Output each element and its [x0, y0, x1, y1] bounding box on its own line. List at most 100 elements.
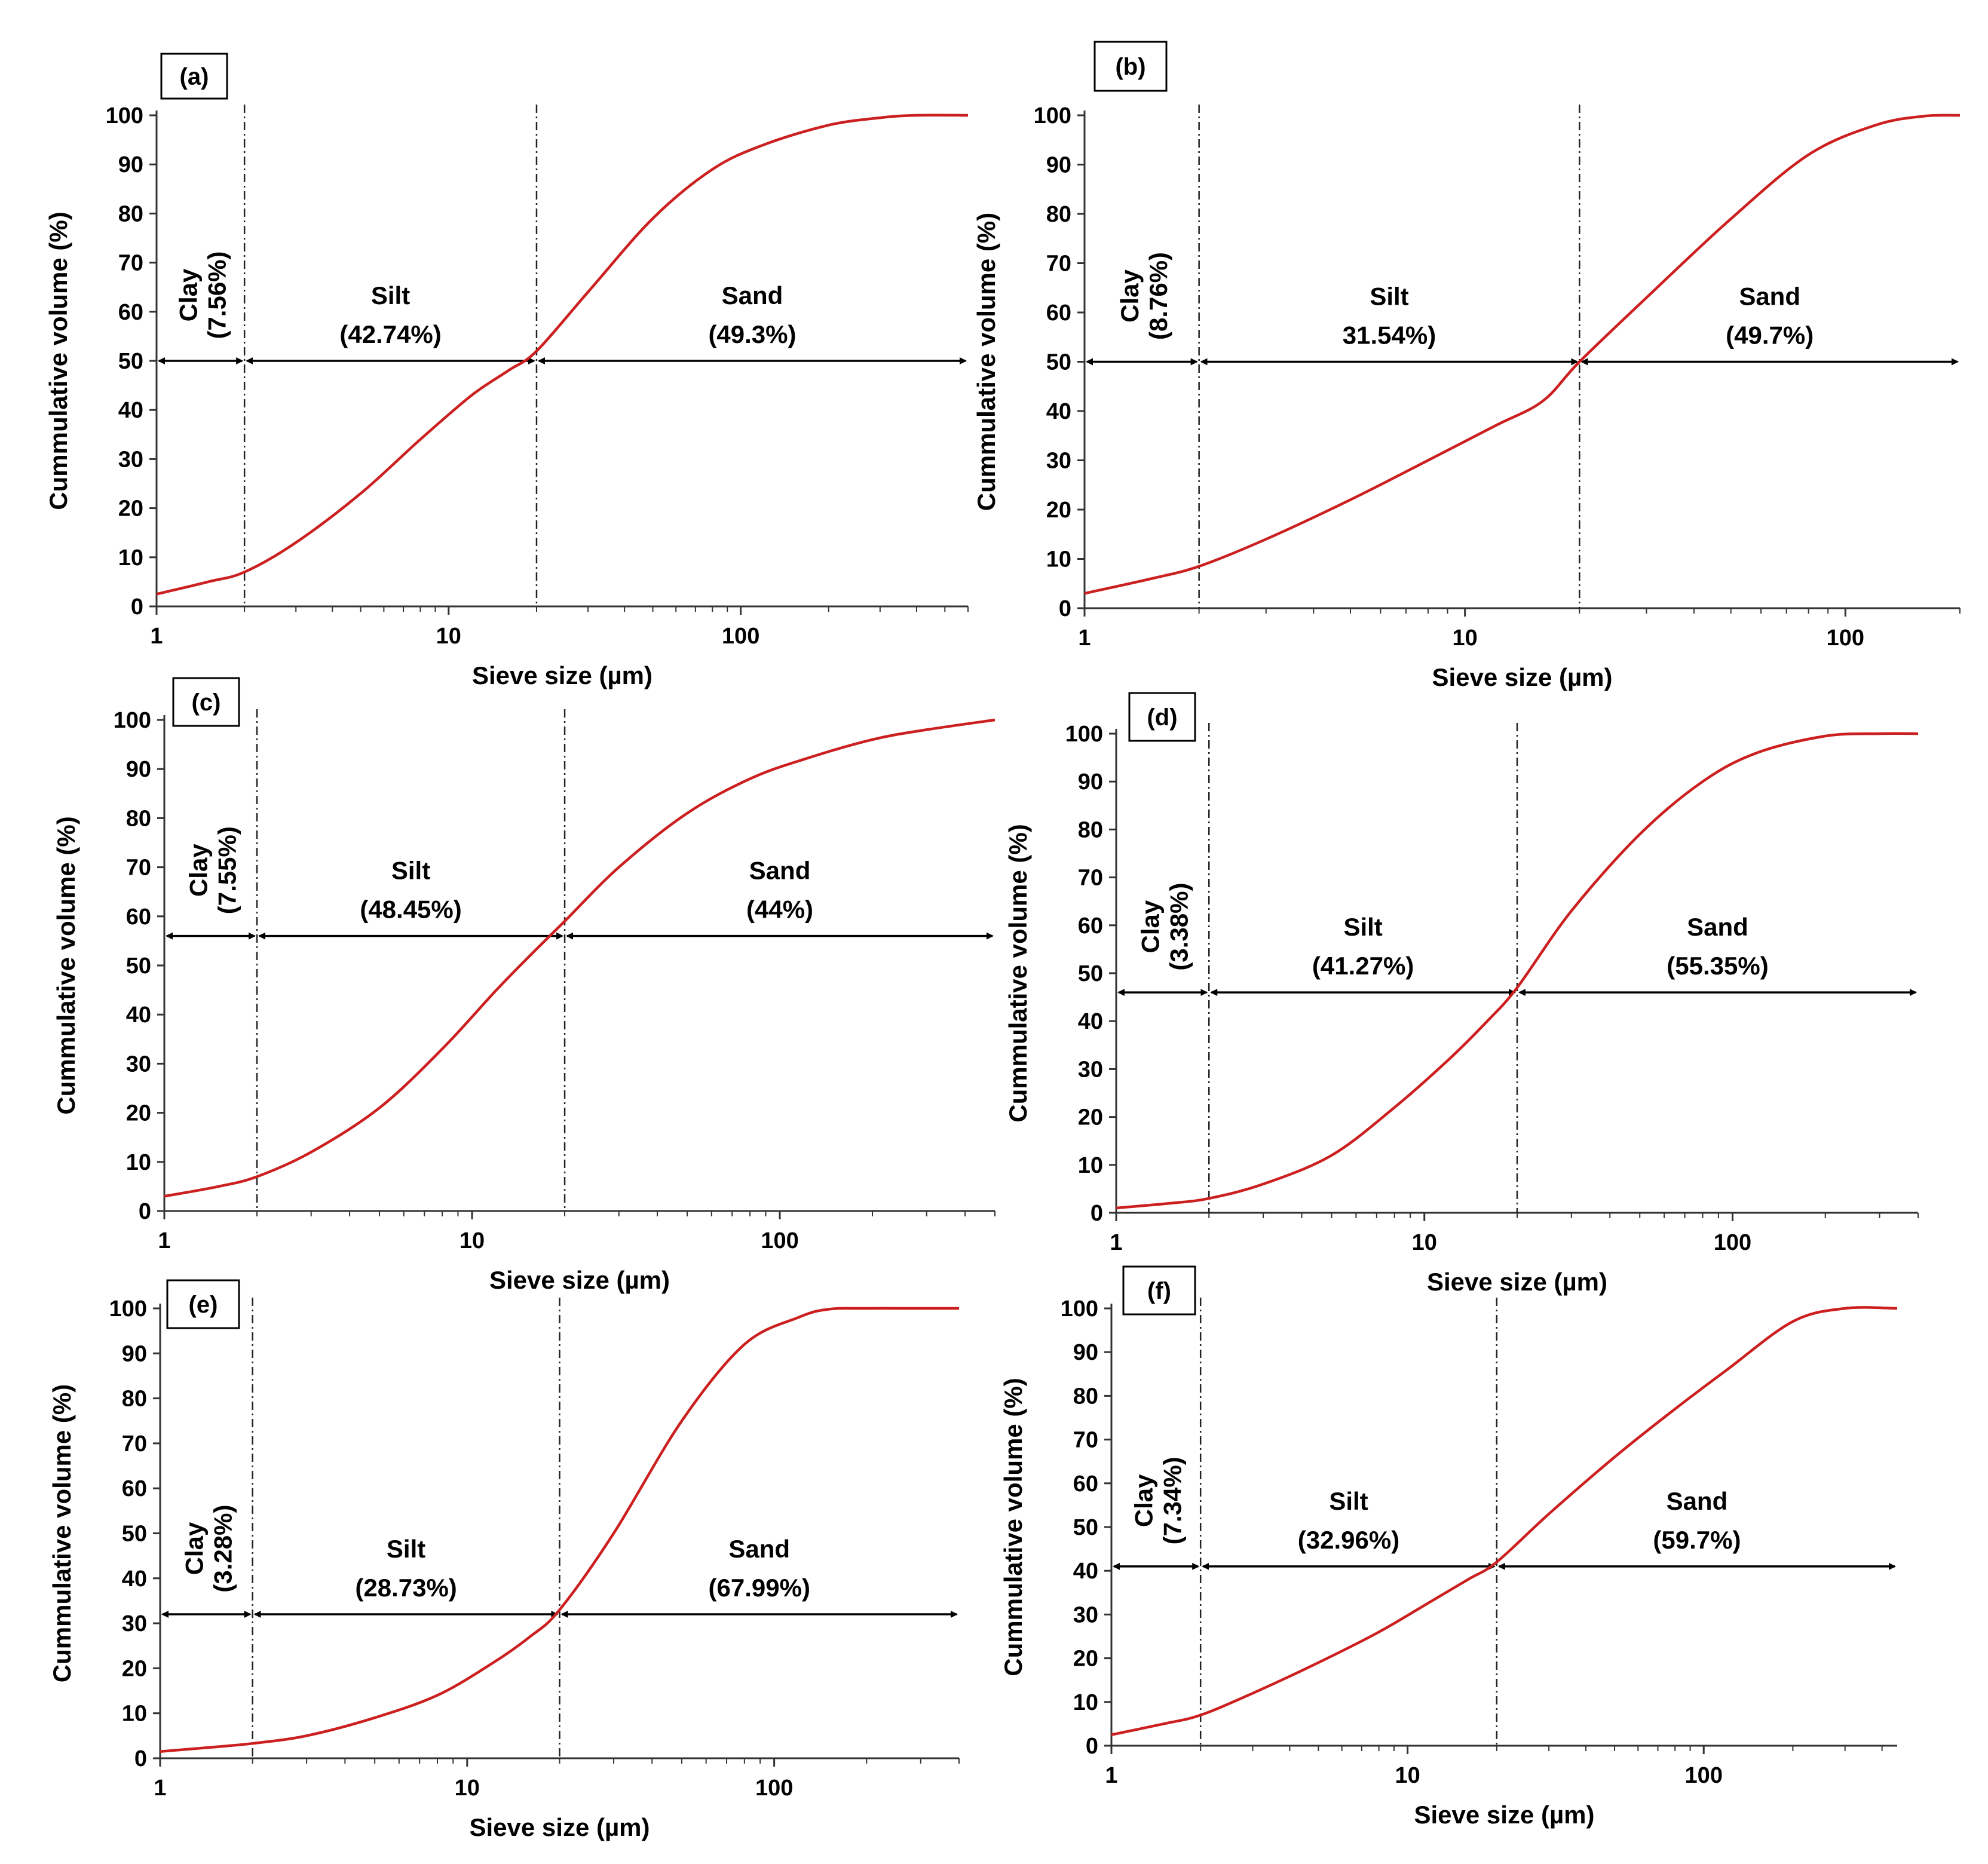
- y-tick-label: 0: [1091, 1201, 1103, 1226]
- x-tick-label: 100: [1827, 626, 1864, 651]
- x-tick-label: 100: [1714, 1230, 1751, 1255]
- y-tick-label: 20: [1078, 1105, 1103, 1130]
- y-tick-label: 30: [1046, 449, 1071, 474]
- silt-label: Silt: [1370, 283, 1408, 311]
- x-tick-label: 10: [436, 624, 461, 649]
- panel-label-box: [172, 677, 240, 727]
- x-tick-label: 10: [1412, 1230, 1437, 1255]
- silt-value: (32.96%): [1298, 1526, 1399, 1554]
- y-tick-label: 30: [118, 447, 143, 472]
- x-tick-label: 10: [1395, 1763, 1420, 1788]
- y-axis-title: Cummulative volume (%): [44, 211, 72, 510]
- y-tick-label: 100: [106, 103, 143, 128]
- panel-label: (e): [189, 1292, 218, 1318]
- panel-label: (f): [1147, 1278, 1171, 1304]
- y-tick-label: 90: [122, 1341, 147, 1366]
- y-tick-label: 20: [1046, 498, 1071, 523]
- y-tick-label: 10: [126, 1150, 151, 1175]
- y-tick-label: 100: [109, 1296, 147, 1322]
- silt-value: (42.74%): [339, 320, 441, 348]
- x-tick-label: 10: [460, 1228, 485, 1253]
- x-axis-title: Sieve size (µm): [472, 661, 653, 689]
- y-tick-label: 80: [118, 201, 143, 226]
- y-tick-label: 0: [1059, 596, 1071, 621]
- y-axis-title: Cummulative volume (%): [972, 213, 1000, 511]
- y-tick-label: 80: [1078, 817, 1103, 842]
- y-tick-label: 40: [1078, 1009, 1103, 1034]
- sand-label: Sand: [749, 857, 811, 885]
- y-axis-title: Cummulative volume (%): [48, 1384, 76, 1682]
- panel-label: (b): [1115, 54, 1145, 80]
- x-tick-label: 1: [1078, 626, 1091, 651]
- y-tick-label: 90: [1078, 769, 1103, 795]
- y-tick-label: 50: [126, 954, 151, 979]
- y-tick-label: 80: [1073, 1384, 1098, 1409]
- y-tick-label: 60: [118, 300, 143, 325]
- y-tick-label: 20: [122, 1656, 147, 1681]
- y-tick-label: 60: [1078, 913, 1103, 939]
- panel-label: (d): [1147, 704, 1177, 731]
- x-tick-label: 1: [1110, 1230, 1122, 1255]
- cumulative-curve: [160, 1307, 959, 1753]
- silt-label: Silt: [1343, 913, 1382, 941]
- y-tick-label: 80: [126, 806, 151, 831]
- y-tick-label: 90: [1046, 153, 1071, 178]
- panel-label-box: [166, 1279, 240, 1329]
- y-tick-label: 70: [118, 251, 143, 276]
- y-tick-label: 10: [1046, 547, 1071, 572]
- y-tick-label: 30: [1073, 1602, 1098, 1627]
- x-tick-label: 100: [722, 624, 759, 649]
- x-tick-label: 1: [1105, 1763, 1117, 1788]
- x-tick-label: 1: [150, 624, 163, 649]
- y-tick-label: 100: [1034, 103, 1071, 128]
- y-tick-label: 50: [122, 1522, 147, 1547]
- y-tick-label: 70: [122, 1431, 147, 1457]
- sand-label: Sand: [1687, 913, 1748, 941]
- y-tick-label: 60: [126, 905, 151, 930]
- x-tick-label: 1: [154, 1776, 166, 1801]
- y-tick-label: 70: [1046, 252, 1071, 277]
- x-tick-label: 100: [755, 1776, 793, 1801]
- panel-label: (c): [192, 689, 221, 716]
- y-tick-label: 40: [122, 1566, 147, 1592]
- panel-label-box: [1122, 1265, 1196, 1316]
- clay-label: Clay(3.38%): [1137, 883, 1193, 971]
- y-tick-label: 50: [1078, 961, 1103, 986]
- y-tick-label: 100: [114, 708, 151, 733]
- panel-label-box: [1128, 692, 1196, 742]
- clay-label: Clay(8.76%): [1116, 252, 1172, 340]
- silt-value: (41.27%): [1312, 952, 1414, 980]
- y-tick-label: 40: [1046, 399, 1071, 424]
- y-tick-label: 70: [1073, 1428, 1098, 1453]
- sand-label: Sand: [1667, 1487, 1728, 1515]
- panel-label-box: [160, 53, 228, 100]
- sand-label: Sand: [722, 281, 783, 309]
- y-tick-label: 10: [122, 1701, 147, 1727]
- clay-label: Clay(7.34%): [1130, 1457, 1187, 1544]
- silt-value: 31.54%): [1343, 321, 1436, 350]
- y-tick-label: 50: [118, 349, 143, 374]
- panel-label-box: [1093, 41, 1168, 92]
- y-tick-label: 20: [1073, 1647, 1098, 1672]
- y-tick-label: 30: [1078, 1057, 1103, 1082]
- y-tick-label: 0: [134, 1746, 147, 1771]
- y-tick-label: 80: [122, 1387, 147, 1412]
- x-tick-label: 10: [455, 1776, 480, 1801]
- panel-label: (a): [180, 64, 209, 90]
- x-axis-title: Sieve size (µm): [1414, 1801, 1595, 1829]
- y-tick-label: 80: [1046, 202, 1071, 227]
- sand-value: (44%): [746, 896, 813, 924]
- y-tick-label: 40: [1073, 1559, 1098, 1584]
- y-tick-label: 20: [126, 1101, 151, 1126]
- silt-label: Silt: [371, 281, 410, 309]
- cumulative-curve: [156, 114, 969, 596]
- x-tick-label: 100: [1685, 1763, 1723, 1788]
- y-tick-label: 30: [126, 1051, 151, 1077]
- y-tick-label: 60: [1046, 301, 1071, 326]
- silt-label: Silt: [1329, 1487, 1368, 1515]
- y-tick-label: 100: [1061, 1296, 1098, 1322]
